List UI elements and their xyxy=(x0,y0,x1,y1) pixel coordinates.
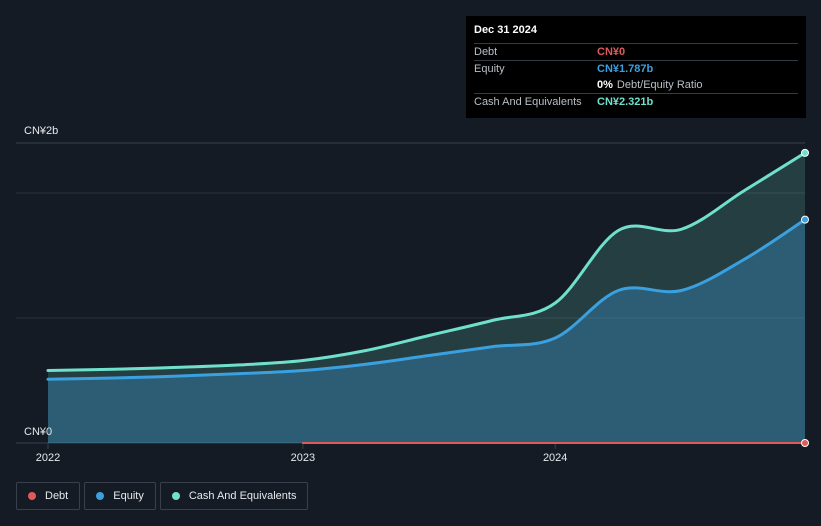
x-label-2022: 2022 xyxy=(36,452,60,464)
tooltip-row-equity: Equity CN¥1.787b xyxy=(474,60,798,77)
equity-dot-icon xyxy=(96,492,105,500)
tooltip-row-ratio: 0% Debt/Equity Ratio xyxy=(474,77,798,93)
tooltip-panel: Dec 31 2024 Debt CN¥0 Equity CN¥1.787b 0… xyxy=(466,16,806,118)
series-areas xyxy=(48,152,805,443)
end-point-cash xyxy=(801,148,809,157)
cash-dot-icon xyxy=(171,492,180,500)
series-end-points xyxy=(801,148,809,447)
tooltip-row-cash: Cash And Equivalents CN¥2.321b xyxy=(474,93,798,110)
x-label-2023: 2023 xyxy=(291,452,315,464)
tooltip-ratio-value: 0% xyxy=(597,79,613,91)
chart-area: CN¥2b CN¥0 2022 2023 2024 xyxy=(16,125,809,464)
tooltip-date: Dec 31 2024 xyxy=(474,24,537,36)
end-point-equity xyxy=(801,215,809,224)
tooltip-cash-label: Cash And Equivalents xyxy=(474,96,582,108)
tooltip-ratio-label: Debt/Equity Ratio xyxy=(616,79,703,91)
tooltip-debt-label: Debt xyxy=(474,46,498,58)
area-equity xyxy=(48,219,805,443)
line-equity xyxy=(46,218,807,381)
x-axis-labels: 2022 2023 2024 xyxy=(36,452,568,464)
debt-dot-icon xyxy=(28,492,36,500)
tooltip-equity-value: CN¥1.787b xyxy=(597,63,654,75)
end-point-debt xyxy=(801,439,809,447)
y-label-CN¥2b: CN¥2b xyxy=(24,125,58,137)
y-axis-labels: CN¥2b CN¥0 xyxy=(24,125,58,438)
legend-item-debt[interactable]: Debt xyxy=(16,482,81,510)
tooltip-debt-value: CN¥0 xyxy=(597,46,626,58)
tooltip-equity-label: Equity xyxy=(474,63,505,75)
series-lines xyxy=(46,151,807,444)
legend-cash-label: Cash And Equivalents xyxy=(188,490,297,502)
area-cash xyxy=(48,152,805,443)
y-label-CN¥0: CN¥0 xyxy=(24,426,52,438)
legend-item-equity[interactable]: Equity xyxy=(84,482,156,510)
legend-equity-label: Equity xyxy=(113,490,144,502)
legend-item-cash[interactable]: Cash And Equivalents xyxy=(159,482,309,510)
x-label-2024: 2024 xyxy=(543,452,567,464)
tooltip-row-debt: Debt CN¥0 xyxy=(474,43,798,60)
line-cash xyxy=(46,151,807,372)
legend-debt-label: Debt xyxy=(45,490,69,502)
legend: Debt Equity Cash And Equivalents xyxy=(16,482,309,510)
tooltip-cash-value: CN¥2.321b xyxy=(597,96,654,108)
